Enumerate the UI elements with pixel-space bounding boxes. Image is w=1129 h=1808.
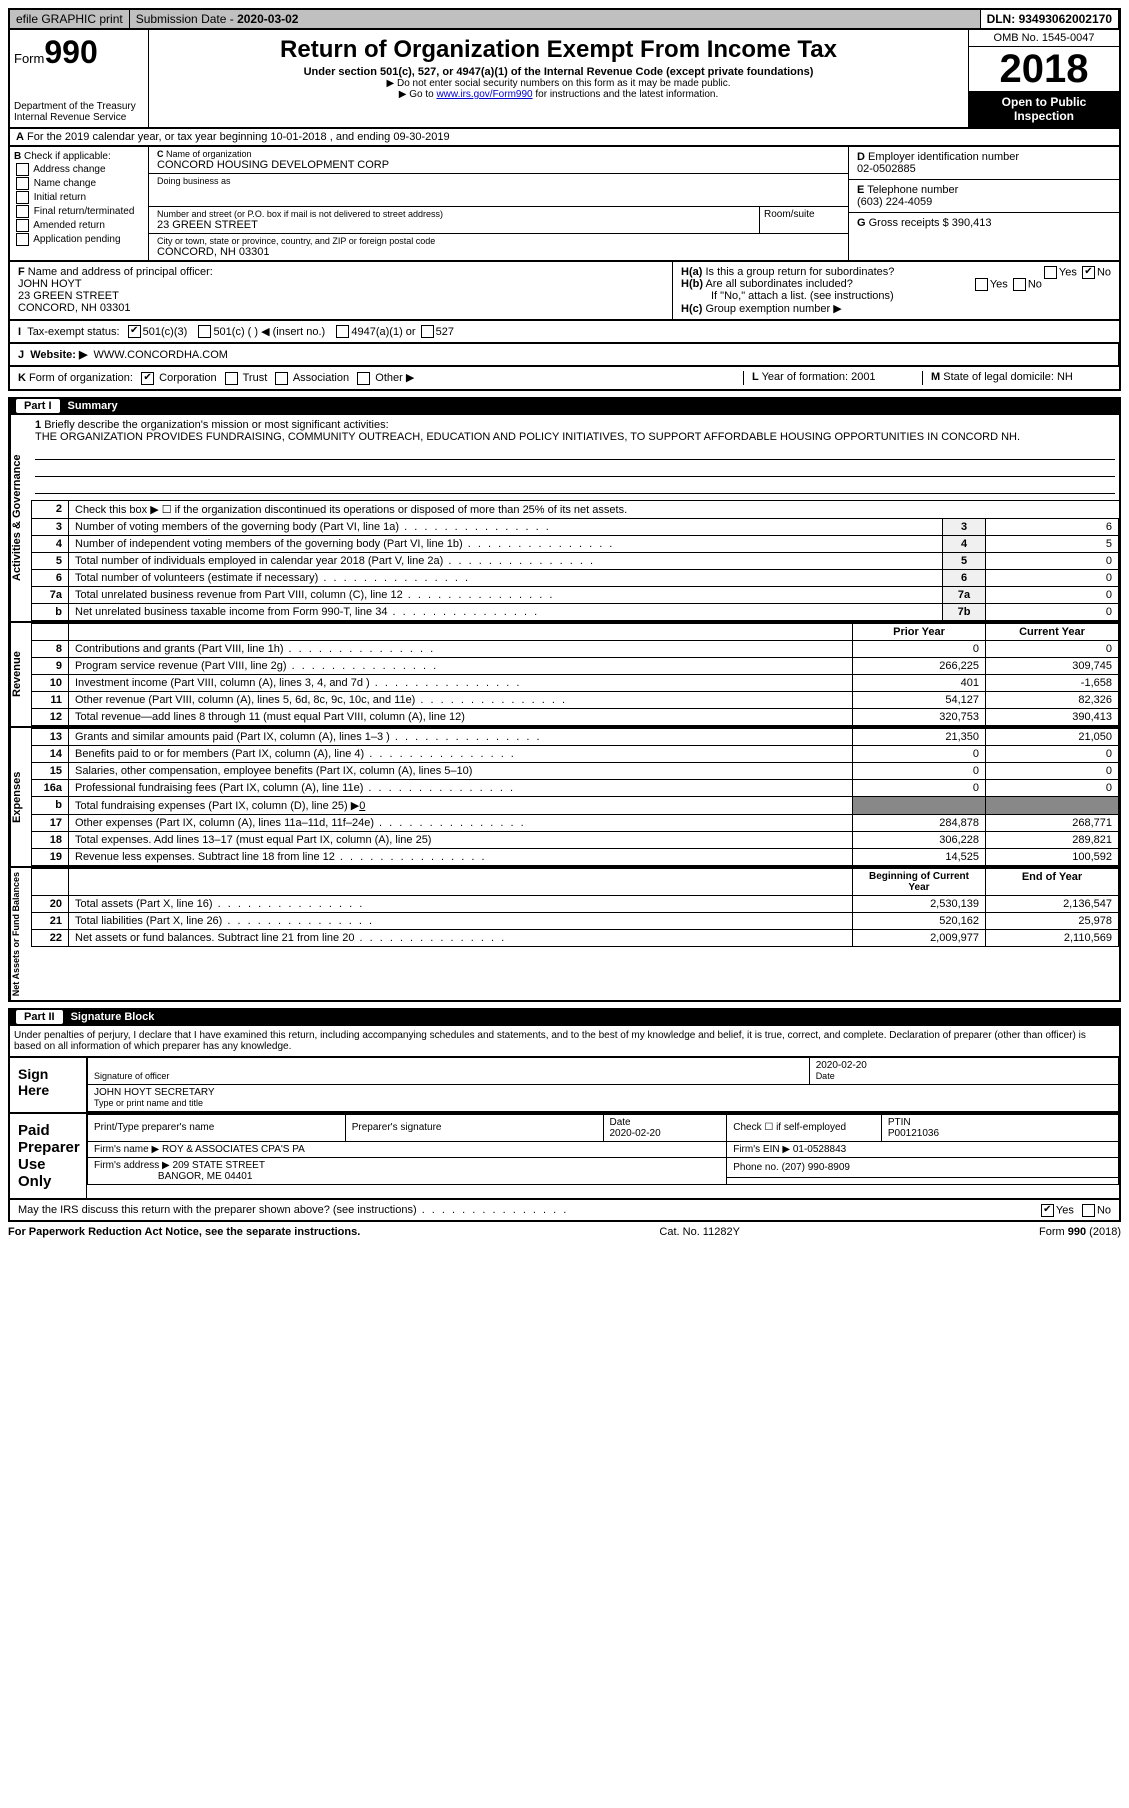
omb-number: OMB No. 1545-0047 — [969, 30, 1119, 47]
declaration: Under penalties of perjury, I declare th… — [8, 1026, 1121, 1058]
chk-final[interactable]: Final return/terminated — [14, 205, 144, 218]
dept-treasury: Department of the Treasury — [14, 101, 144, 112]
website-row: J Website: ▶ WWW.CONCORDHA.COM — [8, 344, 1121, 367]
ha-no: ✔ — [1082, 266, 1095, 279]
chk-address-change[interactable]: Address change — [14, 163, 144, 176]
officer-name: JOHN HOYT — [18, 278, 82, 290]
chk-4947[interactable] — [336, 325, 349, 338]
org-address: 23 GREEN STREET — [157, 219, 751, 231]
footer-row: For Paperwork Reduction Act Notice, see … — [8, 1222, 1121, 1242]
irs-link[interactable]: www.irs.gov/Form990 — [436, 89, 532, 100]
chk-amended[interactable]: Amended return — [14, 219, 144, 232]
discuss-no[interactable] — [1082, 1204, 1095, 1217]
hb-yes[interactable] — [975, 278, 988, 291]
org-city: CONCORD, NH 03301 — [157, 246, 840, 258]
signer-name: JOHN HOYT SECRETARY — [94, 1087, 215, 1098]
side-revenue: Revenue — [10, 623, 31, 726]
state-domicile: NH — [1057, 371, 1073, 383]
part-2-header: Part IISignature Block — [8, 1008, 1121, 1026]
summary-netassets: Net Assets or Fund Balances Beginning of… — [8, 868, 1121, 1002]
tax-status-row: I Tax-exempt status: ✔ 501(c)(3) 501(c) … — [8, 321, 1121, 344]
discuss-row: May the IRS discuss this return with the… — [8, 1200, 1121, 1222]
ein: 02-0502885 — [857, 163, 916, 175]
topbar: efile GRAPHIC print Submission Date - 20… — [8, 8, 1121, 30]
side-governance: Activities & Governance — [10, 415, 31, 621]
ha-yes[interactable] — [1044, 266, 1057, 279]
instruction-1: ▶ Do not enter social security numbers o… — [153, 78, 964, 89]
header-mid: Return of Organization Exempt From Incom… — [149, 30, 968, 127]
part-1-header: Part ISummary — [8, 397, 1121, 415]
mission: THE ORGANIZATION PROVIDES FUNDRAISING, C… — [35, 431, 1020, 443]
firm-name: ROY & ASSOCIATES CPA'S PA — [162, 1144, 305, 1155]
chk-527[interactable] — [421, 325, 434, 338]
section-bcd: B Check if applicable: Address change Na… — [8, 147, 1121, 262]
form-title: Return of Organization Exempt From Incom… — [153, 36, 964, 64]
sign-here: Sign Here Signature of officer 2020-02-2… — [8, 1058, 1121, 1114]
side-expenses: Expenses — [10, 728, 31, 866]
discuss-yes: ✔ — [1041, 1204, 1054, 1217]
ptin: P00121036 — [888, 1128, 939, 1139]
header-right: OMB No. 1545-0047 2018 Open to Public In… — [968, 30, 1119, 127]
org-name: CONCORD HOUSING DEVELOPMENT CORP — [157, 159, 840, 171]
submission-date: Submission Date - 2020-03-02 — [130, 10, 981, 28]
col-h: H(a) Is this a group return for subordin… — [673, 262, 1119, 319]
instruction-2: ▶ Go to www.irs.gov/Form990 for instruct… — [153, 89, 964, 100]
section-fh: F Name and address of principal officer:… — [8, 262, 1121, 321]
irs: Internal Revenue Service — [14, 112, 144, 123]
phone: (603) 224-4059 — [857, 196, 932, 208]
form-subtitle: Under section 501(c), 527, or 4947(a)(1)… — [153, 66, 964, 78]
hb-no[interactable] — [1013, 278, 1026, 291]
k-row: K Form of organization: ✔ Corporation Tr… — [8, 367, 1121, 391]
gross-receipts: 390,413 — [952, 217, 992, 229]
form-number: 990 — [44, 34, 97, 70]
chk-initial[interactable]: Initial return — [14, 191, 144, 204]
summary-revenue: Revenue Prior YearCurrent Year 8Contribu… — [8, 623, 1121, 728]
tax-year: 2018 — [969, 47, 1119, 91]
dln: DLN: 93493062002170 — [981, 10, 1119, 28]
col-right-info: D Employer identification number 02-0502… — [848, 147, 1119, 260]
chk-corp: ✔ — [141, 372, 154, 385]
summary-governance: Activities & Governance 1 Briefly descri… — [8, 415, 1121, 623]
col-b-checkboxes: B Check if applicable: Address change Na… — [10, 147, 149, 260]
v3: 6 — [986, 518, 1119, 535]
row-a: A For the 2019 calendar year, or tax yea… — [8, 129, 1121, 147]
paid-preparer: Paid Preparer Use Only Print/Type prepar… — [8, 1114, 1121, 1200]
chk-name-change[interactable]: Name change — [14, 177, 144, 190]
chk-pending[interactable]: Application pending — [14, 233, 144, 246]
year-formation: 2001 — [851, 371, 875, 383]
website-url: WWW.CONCORDHA.COM — [94, 349, 228, 361]
form-header: Form990 Department of the Treasury Inter… — [8, 30, 1121, 129]
summary-expenses: Expenses 13Grants and similar amounts pa… — [8, 728, 1121, 868]
open-inspection: Open to Public Inspection — [969, 91, 1119, 127]
col-org-info: C Name of organization CONCORD HOUSING D… — [149, 147, 848, 260]
efile-label: efile GRAPHIC print — [10, 10, 130, 28]
chk-501c3: ✔ — [128, 325, 141, 338]
header-left: Form990 Department of the Treasury Inter… — [10, 30, 149, 127]
chk-501c[interactable] — [198, 325, 211, 338]
side-netassets: Net Assets or Fund Balances — [10, 868, 31, 1000]
col-f-officer: F Name and address of principal officer:… — [10, 262, 673, 319]
